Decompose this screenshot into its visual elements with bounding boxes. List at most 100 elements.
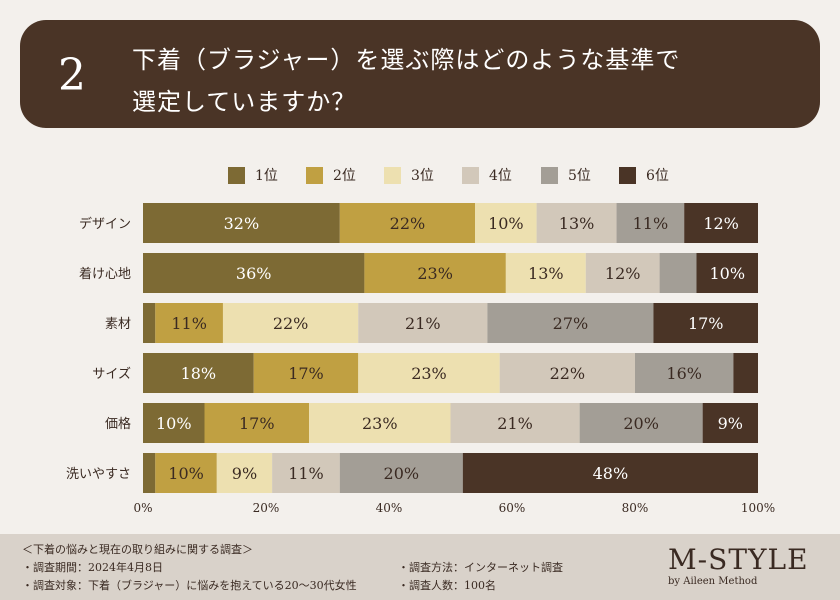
data-label: 11% <box>633 214 669 233</box>
legend-swatch <box>306 166 323 184</box>
legend-item: 6位 <box>619 162 669 188</box>
chart-legend: 1位 2位 3位 4位 5位 6位 <box>0 162 840 188</box>
legend-label: 2位 <box>333 168 356 184</box>
bar-segment <box>143 303 156 343</box>
bar-segment <box>579 403 703 443</box>
bar-segment <box>222 303 359 343</box>
bar-segment <box>499 353 635 393</box>
survey-target: ・調査対象：下着（ブラジャー）に悩みを抱えている20～30代女性 <box>22 579 357 592</box>
legend-swatch <box>462 166 479 184</box>
bar-segment <box>253 353 359 393</box>
data-label: 22% <box>390 214 426 233</box>
x-tick-label: 0% <box>133 501 152 515</box>
bar-segment <box>364 253 506 293</box>
data-label: 18% <box>181 364 217 383</box>
bar-segment <box>585 253 660 293</box>
data-label: 21% <box>497 414 533 433</box>
legend-swatch <box>619 166 636 184</box>
data-label: 36% <box>236 264 272 283</box>
bar-segment <box>143 203 340 243</box>
data-label: 12% <box>605 264 641 283</box>
bar-segment <box>204 403 310 443</box>
category-label: 素材 <box>105 317 131 332</box>
legend-item: 1位 <box>228 162 278 188</box>
bar-segment <box>616 203 685 243</box>
x-tick-label: 60% <box>499 501 526 515</box>
question-text-line2: 選定していますか？ <box>132 88 357 116</box>
bar-segment <box>702 403 758 443</box>
data-label: 20% <box>384 464 420 483</box>
legend-label: 1位 <box>255 168 278 184</box>
x-tick-label: 80% <box>622 501 649 515</box>
data-label: 13% <box>528 264 564 283</box>
data-label: 10% <box>488 214 524 233</box>
data-label: 10% <box>156 414 192 433</box>
question-banner <box>20 20 820 128</box>
data-label: 17% <box>288 364 324 383</box>
category-label: 価格 <box>105 416 131 432</box>
data-label: 23% <box>417 264 453 283</box>
bar-segment <box>505 253 586 293</box>
bar-segment <box>487 303 654 343</box>
bar-segment <box>462 453 758 493</box>
bar-segment <box>653 303 758 343</box>
bar-segment <box>272 453 340 493</box>
data-label: 27% <box>553 314 589 333</box>
bar-segment <box>733 353 758 393</box>
bar-segment <box>339 203 476 243</box>
bar-segment <box>155 303 223 343</box>
bar-segment <box>475 203 537 243</box>
data-label: 21% <box>405 314 441 333</box>
question-text-line1: 下着（ブラジャー）を選ぶ際はどのような基準で <box>132 46 681 74</box>
data-label: 22% <box>273 314 309 333</box>
legend-item: 2位 <box>306 162 356 188</box>
survey-method: ・調査方法：インターネット調査 <box>398 561 563 574</box>
category-label: 着け心地 <box>79 266 131 282</box>
bar-segment <box>309 403 451 443</box>
data-label: 11% <box>171 314 207 333</box>
data-label: 13% <box>559 214 595 233</box>
legend-label: 6位 <box>646 168 669 184</box>
bar-segment <box>143 353 254 393</box>
bar-segment <box>536 203 617 243</box>
category-label: 洗いやすさ <box>66 467 131 482</box>
data-label: 17% <box>239 414 275 433</box>
bar-segment <box>696 253 758 293</box>
x-tick-label: 100% <box>741 501 775 515</box>
x-tick-label: 20% <box>253 501 280 515</box>
footer-panel <box>0 534 840 600</box>
survey-period: ・調査期間：2024年4月8日 <box>22 561 163 574</box>
bar-segment <box>155 453 217 493</box>
data-label: 9% <box>718 414 743 433</box>
legend-swatch <box>228 166 245 184</box>
bar-segment <box>358 353 500 393</box>
data-label: 9% <box>232 464 257 483</box>
legend-swatch <box>541 166 558 184</box>
data-label: 22% <box>550 364 586 383</box>
stacked-bar-chart: デザイン 32% 22% 10% 13% 11% 12% 着け心地 36% 23% 13% 12% 10… <box>66 203 775 515</box>
bar-segment <box>216 453 273 493</box>
bar-segment <box>450 403 580 443</box>
bar-segment <box>143 403 205 443</box>
legend-item: 3位 <box>384 162 434 188</box>
brand-subtitle: by Aileen Method <box>668 576 758 587</box>
bar-segment <box>339 453 463 493</box>
data-label: 23% <box>362 414 398 433</box>
bar-segment <box>358 303 488 343</box>
data-label: 32% <box>224 214 260 233</box>
data-label: 12% <box>703 214 739 233</box>
data-label: 10% <box>168 464 204 483</box>
legend-label: 5位 <box>568 168 591 184</box>
bar-segment <box>684 203 758 243</box>
data-label: 17% <box>688 314 724 333</box>
legend-swatch <box>384 166 401 184</box>
legend-item: 4位 <box>462 162 512 188</box>
data-label: 20% <box>623 414 659 433</box>
question-number: 2 <box>58 50 86 101</box>
data-label: 10% <box>709 264 745 283</box>
survey-respondents: ・調査人数：100名 <box>398 579 496 592</box>
survey-title: ＜下着の悩みと現在の取り組みに関する調査＞ <box>22 543 253 556</box>
brand-logo: M-STYLE <box>668 543 809 576</box>
legend-label: 4位 <box>489 168 512 184</box>
bar-segment <box>143 253 365 293</box>
